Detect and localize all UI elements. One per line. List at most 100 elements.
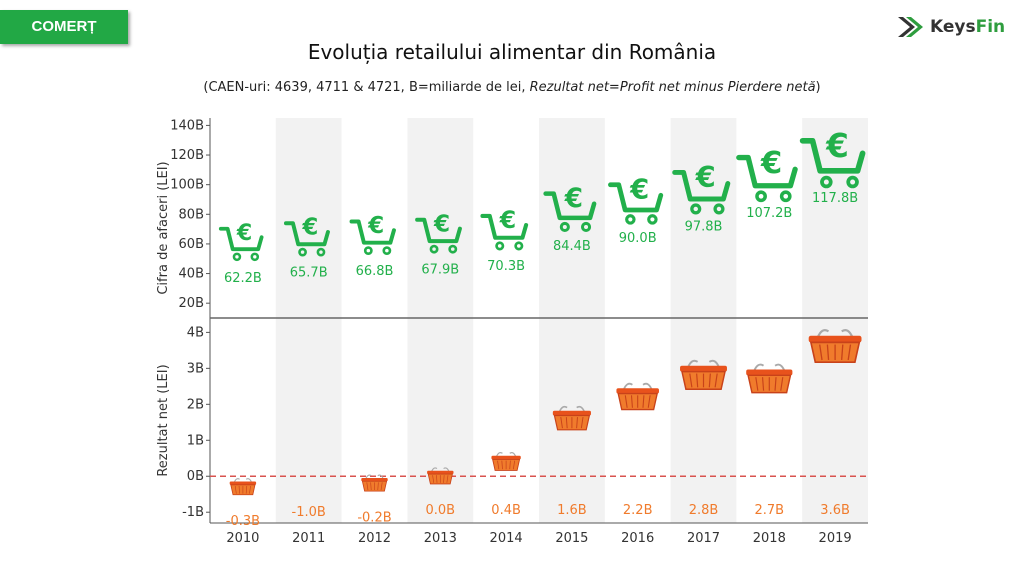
cart-euro-icon: € <box>736 146 798 203</box>
basket-slat <box>774 377 777 391</box>
basket-rim <box>361 477 388 482</box>
cart-euro-icon: € <box>218 220 264 262</box>
cart-euro-icon: € <box>608 174 664 225</box>
euro-symbol: € <box>433 211 450 237</box>
value-label-cifra: 117.8B <box>812 191 858 206</box>
basket-slat <box>380 482 383 491</box>
value-label-rezultat: 1.6B <box>557 503 587 518</box>
cart-euro-icon: € <box>349 213 396 256</box>
y1-tick-label: 100B <box>170 178 204 193</box>
x-tick-label: 2012 <box>358 531 391 546</box>
basket-icon <box>552 405 591 431</box>
basket-slat <box>509 460 511 470</box>
y2-axis-title: Rezultat net (LEI) <box>156 364 171 476</box>
basket-slat <box>560 417 563 429</box>
cart-body <box>218 226 264 252</box>
basket-slat <box>819 344 823 361</box>
basket-slat <box>624 395 628 408</box>
cart-body <box>480 213 529 240</box>
basket-icon <box>746 363 793 394</box>
cart-wheel <box>298 247 307 257</box>
x-tick-label: 2017 <box>687 531 720 546</box>
euro-symbol: € <box>564 184 583 214</box>
cart-body <box>672 169 731 202</box>
basket-rim <box>808 335 862 343</box>
category-tag: COMERȚ <box>0 10 128 44</box>
cart-body <box>415 217 462 244</box>
y2-tick-label: 4B <box>187 325 204 340</box>
basket-slat <box>432 475 435 483</box>
euro-symbol: € <box>367 213 384 239</box>
euro-symbol: € <box>760 146 782 181</box>
value-label-rezultat: -1.0B <box>292 505 326 520</box>
x-tick-label: 2016 <box>621 531 654 546</box>
band-2013 <box>407 118 474 523</box>
basket-slat <box>780 377 784 391</box>
basket-icon <box>229 478 257 496</box>
basket-slat <box>565 417 568 429</box>
basket-rim <box>427 470 454 475</box>
cart-euro-icon: € <box>543 184 597 233</box>
cart-wheel <box>514 241 524 251</box>
value-label-rezultat: 0.4B <box>491 503 521 518</box>
cart-wheel <box>250 252 260 262</box>
cart-wheel <box>755 190 767 203</box>
value-label-rezultat: -0.3B <box>226 514 260 529</box>
cart-wheel <box>232 252 242 262</box>
basket-rim <box>229 481 257 485</box>
x-tick-label: 2013 <box>424 531 457 546</box>
cart-euro-icon: € <box>480 206 529 251</box>
y1-tick-label: 20B <box>179 296 204 311</box>
basket-slat <box>696 373 699 388</box>
basket-rim <box>552 410 591 416</box>
basket-slat <box>840 344 844 361</box>
basket-slat <box>580 417 584 429</box>
y2-tick-label: 3B <box>187 361 204 376</box>
y1-tick-label: 40B <box>179 267 204 282</box>
y2-tick-label: 0B <box>187 469 204 484</box>
x-tick-label: 2018 <box>753 531 786 546</box>
basket-slat <box>689 373 693 388</box>
value-label-cifra: 107.2B <box>746 206 792 221</box>
x-tick-label: 2011 <box>292 531 325 546</box>
cart-body <box>283 221 330 247</box>
cart-wheel <box>779 190 792 203</box>
y2-tick-label: -1B <box>182 505 204 520</box>
cart-body <box>349 219 396 245</box>
value-label-cifra: 90.0B <box>619 231 657 246</box>
euro-symbol: € <box>302 215 319 241</box>
cart-wheel <box>382 246 392 256</box>
basket-slat <box>847 344 852 361</box>
cart-wheel <box>559 221 570 233</box>
basket-slat <box>249 485 251 494</box>
band-2015 <box>539 118 605 523</box>
logo-text: KeysFin <box>930 17 1006 37</box>
basket-icon <box>680 359 727 390</box>
basket-slat <box>642 395 645 408</box>
basket-slat <box>497 460 500 470</box>
cart-euro-icon: € <box>415 211 462 254</box>
basket-slat <box>576 417 578 429</box>
basket-rim <box>680 365 727 372</box>
cart-wheel <box>846 175 859 189</box>
y1-axis-title: Cifra de afaceri (LEI) <box>156 161 171 294</box>
basket-slat <box>443 475 445 483</box>
chart-title: Evoluția retailului alimentar din Români… <box>307 40 717 64</box>
euro-symbol: € <box>236 220 252 246</box>
value-label-cifra: 62.2B <box>224 271 262 286</box>
cart-body <box>608 182 664 213</box>
y2-tick-label: 2B <box>187 397 204 412</box>
basket-slat <box>647 395 651 408</box>
basket-slat <box>755 377 759 391</box>
x-tick-label: 2019 <box>819 531 852 546</box>
basket-icon <box>616 382 659 411</box>
euro-symbol: € <box>825 127 849 165</box>
value-label-rezultat: -0.2B <box>357 510 391 525</box>
basket-slat <box>761 377 765 391</box>
chevron-arrow-icon <box>898 17 923 37</box>
band-2019 <box>802 118 868 523</box>
cart-wheel <box>820 175 833 189</box>
basket-slat <box>714 373 718 388</box>
band-2011 <box>275 118 342 523</box>
